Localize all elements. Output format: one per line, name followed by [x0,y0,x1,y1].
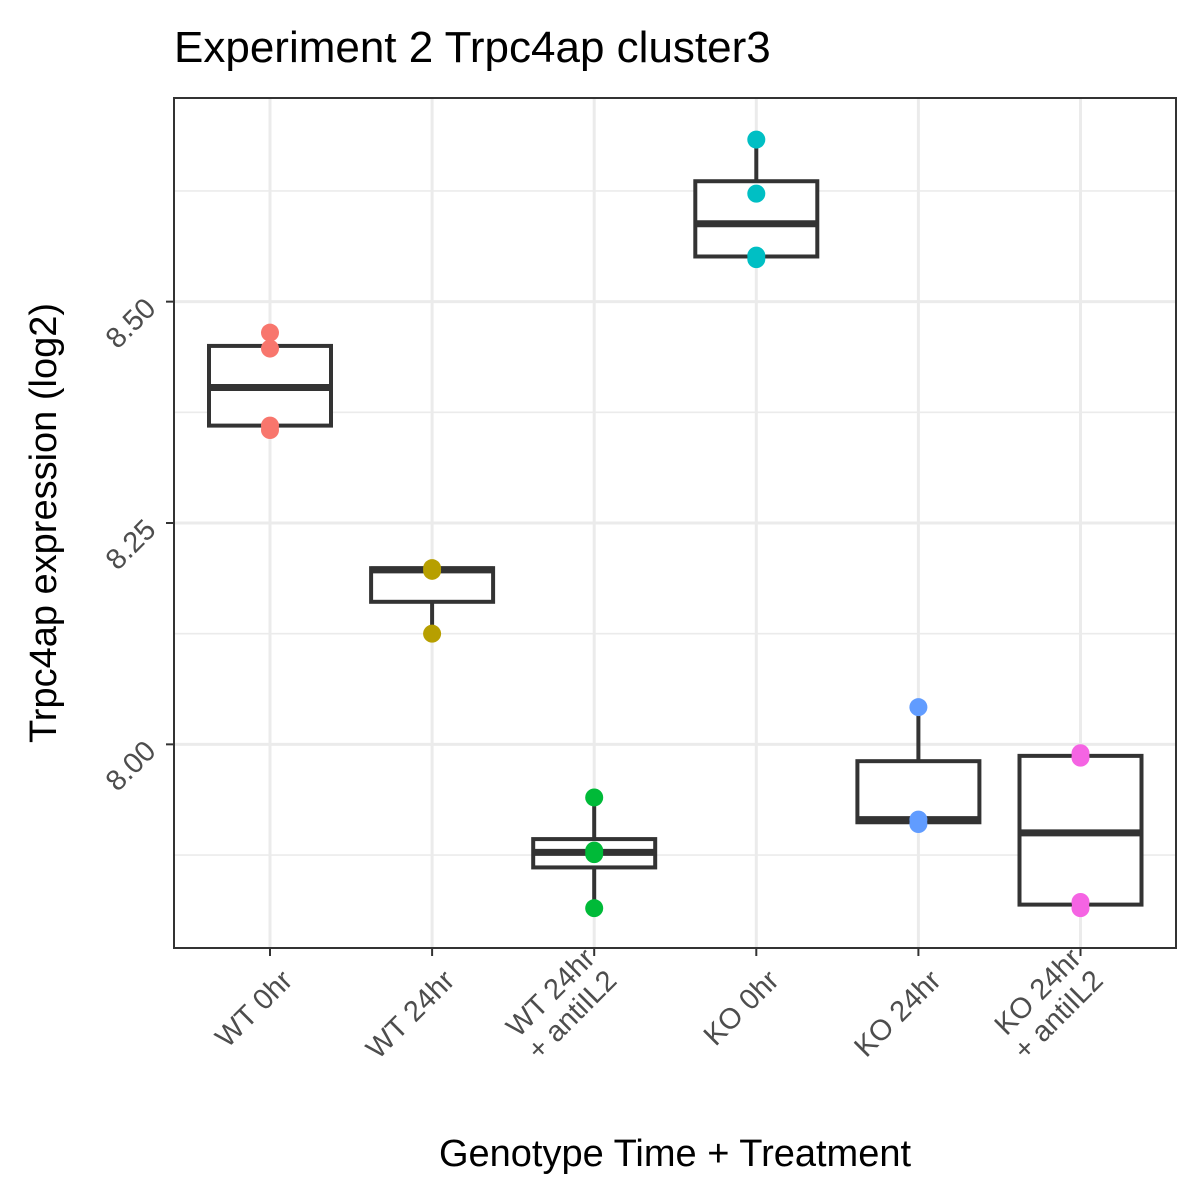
y-tick-label: 8.25 [100,514,163,577]
y-tick-label: 8.00 [100,735,163,798]
x-axis-title: Genotype Time + Treatment [439,1133,912,1175]
data-point [1071,899,1090,918]
x-tick-label: WT 24hr [360,964,461,1065]
data-point [261,323,279,342]
data-point [261,421,279,440]
data-point [747,130,766,149]
x-tick-label: WT 0hr [210,964,300,1054]
data-point [585,788,604,807]
x-tick-label: KO 0hr [698,964,786,1052]
data-point [585,899,604,918]
data-point [423,624,442,643]
data-point [261,339,279,358]
x-tick-label: KO 24hr [848,964,947,1063]
point-layer [261,130,1090,918]
x-tick-label: KO 24hr+ antiIL2 [986,942,1110,1066]
data-point [909,698,928,717]
y-tick-label: 8.50 [100,292,163,355]
data-point [747,250,766,269]
data-point [585,845,604,864]
data-point [909,815,928,834]
data-point [1071,748,1090,767]
x-tick-label: WT 24hr+ antiIL2 [499,942,623,1066]
y-axis-title: Trpc4ap expression (log2) [23,303,65,743]
data-point [423,561,442,580]
data-point [747,184,766,203]
box-layer [207,139,1144,909]
chart-title: Experiment 2 Trpc4ap cluster3 [174,23,771,72]
box-iqr [369,566,496,604]
